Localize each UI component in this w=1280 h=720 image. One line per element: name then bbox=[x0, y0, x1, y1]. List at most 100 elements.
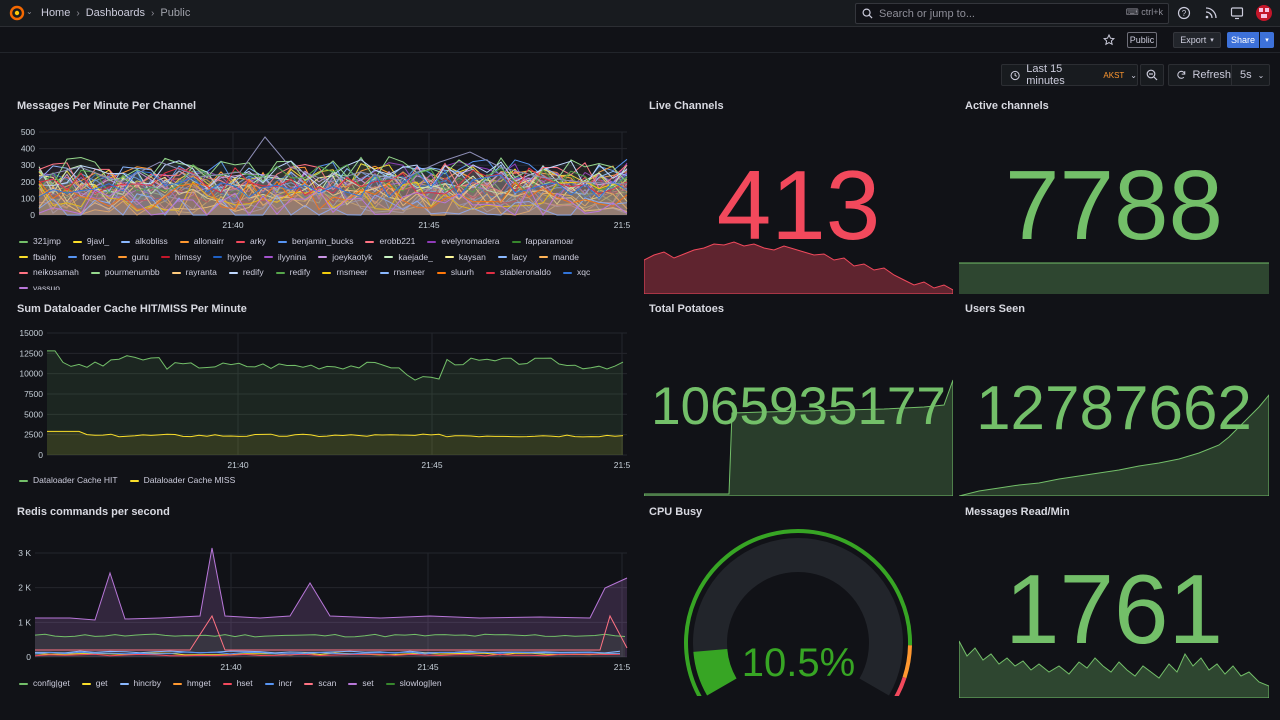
legend-item[interactable]: kaysan bbox=[444, 250, 486, 266]
y-tick-label: 2500 bbox=[24, 430, 43, 440]
legend-item[interactable]: xqc bbox=[563, 265, 590, 281]
star-icon[interactable] bbox=[1103, 34, 1115, 46]
legend-item[interactable]: hyyjoe bbox=[213, 250, 252, 266]
legend-item[interactable]: 9javl_ bbox=[72, 234, 110, 250]
legend-item[interactable]: benjamin_bucks bbox=[278, 234, 353, 250]
refresh-interval-label: 5s bbox=[1240, 69, 1252, 81]
share-button[interactable]: Share bbox=[1227, 32, 1259, 48]
refresh-interval-picker[interactable]: 5s ⌄ bbox=[1231, 64, 1270, 86]
legend-label: hincrby bbox=[133, 678, 161, 688]
time-range-picker[interactable]: Last 15 minutes AKST ⌄ bbox=[1001, 63, 1138, 87]
series-line-fill bbox=[39, 186, 627, 215]
legend-item[interactable]: 321jmp bbox=[19, 234, 61, 250]
legend-item[interactable]: fbahip bbox=[19, 250, 56, 266]
user-avatar[interactable] bbox=[1256, 5, 1272, 21]
legend-label: 321jmp bbox=[33, 236, 61, 246]
gauge-track bbox=[693, 537, 903, 696]
panel-title: CPU Busy bbox=[649, 506, 703, 518]
series-line bbox=[35, 547, 628, 621]
legend-item[interactable]: kaejade_ bbox=[384, 250, 433, 266]
legend-item[interactable]: hincrby bbox=[119, 676, 161, 692]
legend-item[interactable]: fapparamoar bbox=[511, 234, 574, 250]
monitor-icon[interactable] bbox=[1230, 6, 1244, 20]
legend-color-swatch bbox=[385, 682, 395, 685]
series-line bbox=[38, 179, 628, 211]
legend-label: rayranta bbox=[185, 267, 217, 277]
legend-item[interactable]: rayranta bbox=[171, 265, 217, 281]
legend-label: slowlog|len bbox=[399, 678, 442, 688]
legend-item[interactable]: hset bbox=[222, 676, 253, 692]
breadcrumb-dashboards[interactable]: Dashboards bbox=[85, 7, 146, 19]
legend-item[interactable]: set bbox=[348, 676, 374, 692]
timezone-label: AKST bbox=[1103, 70, 1125, 80]
legend-item[interactable]: rnsmeer bbox=[322, 265, 368, 281]
cache-timeseries-chart[interactable]: 15000 12500 10000 7500 5000 2500 0 21:40 21:45 21… bbox=[0, 325, 640, 473]
legend-item[interactable]: rnsmeer bbox=[379, 265, 425, 281]
refresh-button[interactable]: Refresh bbox=[1168, 64, 1231, 86]
legend-color-swatch bbox=[213, 256, 223, 259]
legend-item[interactable]: hmget bbox=[172, 676, 211, 692]
legend-item[interactable]: config|get bbox=[19, 676, 70, 692]
legend-item[interactable]: mande bbox=[538, 250, 579, 266]
legend-color-swatch bbox=[563, 271, 573, 274]
legend-label: 9javl_ bbox=[86, 236, 110, 246]
legend-item[interactable]: neikosamah bbox=[19, 265, 79, 281]
help-icon[interactable]: ? bbox=[1177, 6, 1191, 20]
legend-item[interactable]: Dataloader Cache MISS bbox=[129, 473, 235, 489]
legend-label: joeykaotyk bbox=[332, 251, 373, 262]
chevron-down-icon: ⌄ bbox=[1130, 70, 1137, 80]
panel-live-channels: Live Channels 413 bbox=[644, 100, 953, 294]
legend-item[interactable]: forsen bbox=[68, 250, 106, 266]
search-input[interactable]: Search or jump to... ⌨ ctrl+k bbox=[855, 3, 1169, 24]
series-line-fill bbox=[35, 548, 627, 657]
legend-item[interactable]: pourmenumbb bbox=[90, 265, 160, 281]
legend-item[interactable]: alkobliss bbox=[121, 234, 168, 250]
legend-color-swatch bbox=[275, 271, 285, 274]
share-options-chevron-icon[interactable]: ▾ bbox=[1260, 32, 1274, 48]
legend-label: forsen bbox=[82, 251, 106, 262]
zoom-out-button[interactable] bbox=[1140, 64, 1164, 86]
legend-item[interactable]: joeykaotyk bbox=[318, 250, 372, 266]
legend-item[interactable]: yassuo bbox=[19, 281, 60, 290]
panel-title: Messages Read/Min bbox=[965, 506, 1070, 518]
export-button[interactable]: Export ▾ bbox=[1173, 32, 1221, 48]
series-line-hit-fill bbox=[47, 350, 623, 455]
grafana-logo-icon[interactable] bbox=[9, 5, 25, 21]
panel-messages-read: Messages Read/Min 1761 bbox=[959, 506, 1269, 698]
legend-item[interactable]: himssy bbox=[160, 250, 201, 266]
legend-item[interactable]: redify bbox=[275, 265, 310, 281]
legend-item[interactable]: sluurh bbox=[436, 265, 474, 281]
breadcrumb-home[interactable]: Home bbox=[41, 7, 71, 19]
legend-item[interactable]: redify bbox=[228, 265, 264, 281]
legend-item[interactable]: ilyynina bbox=[263, 250, 306, 266]
legend-color-swatch bbox=[121, 240, 131, 243]
legend-item[interactable]: incr bbox=[264, 676, 292, 692]
legend-item[interactable]: get bbox=[81, 676, 108, 692]
legend-color-swatch bbox=[81, 682, 91, 685]
legend-item[interactable]: stableronaldo bbox=[485, 265, 551, 281]
x-tick-label: 21:45 bbox=[418, 220, 440, 230]
legend-color-swatch bbox=[19, 256, 28, 259]
legend-color-swatch bbox=[278, 240, 288, 243]
legend-item[interactable]: erobb221 bbox=[365, 234, 415, 250]
legend-item[interactable]: slowlog|len bbox=[385, 676, 442, 692]
legend-item[interactable]: allonairr bbox=[179, 234, 224, 250]
legend-label: hmget bbox=[186, 678, 211, 688]
legend-label: erobb221 bbox=[379, 236, 416, 246]
news-feed-icon[interactable] bbox=[1204, 6, 1218, 20]
gauge-threshold-red bbox=[894, 676, 907, 696]
legend-item[interactable]: scan bbox=[304, 676, 336, 692]
panel-title: Messages Per Minute Per Channel bbox=[17, 100, 197, 112]
messages-timeseries-chart[interactable]: 500 400 300 200 100 0 21:40 21:45 21:5 bbox=[0, 122, 640, 232]
redis-timeseries-chart[interactable]: 3 K 2 K 1 K 0 21:40 21:45 21:5 bbox=[0, 528, 640, 676]
legend-color-swatch bbox=[379, 271, 389, 274]
legend-label: rnsmeer bbox=[336, 267, 368, 277]
legend-color-swatch bbox=[318, 256, 328, 259]
legend-item[interactable]: guru bbox=[117, 250, 149, 266]
chevron-down-icon[interactable]: ⌄ bbox=[26, 7, 33, 16]
legend-item[interactable]: arky bbox=[235, 234, 266, 250]
legend-item[interactable]: evelynomadera bbox=[427, 234, 500, 250]
legend-item[interactable]: lacy bbox=[497, 250, 527, 266]
legend-label: Dataloader Cache HIT bbox=[33, 475, 118, 485]
legend-item[interactable]: Dataloader Cache HIT bbox=[19, 473, 118, 489]
